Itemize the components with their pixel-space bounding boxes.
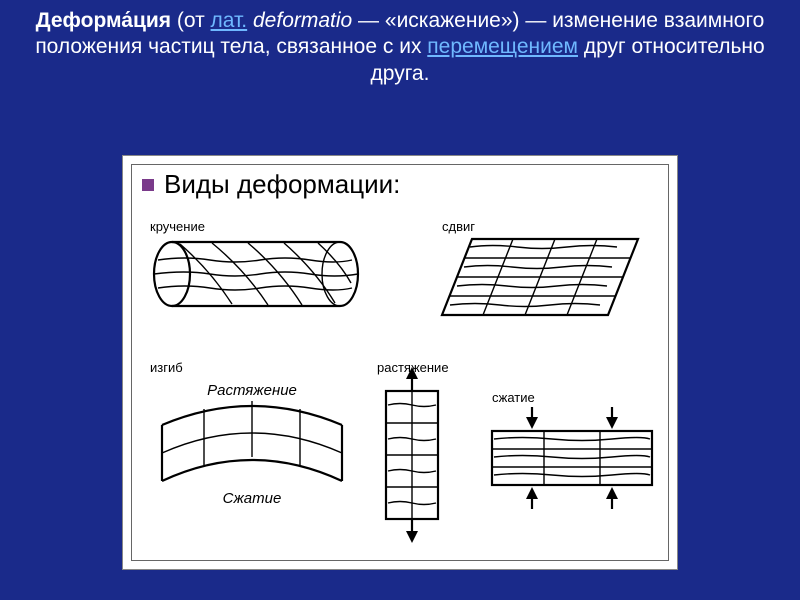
figure-torsion	[150, 235, 360, 313]
label-compression: сжатие	[492, 390, 535, 405]
bullet-icon	[142, 179, 154, 191]
figure-tension	[372, 365, 452, 545]
definition-paragraph: Деформа́ция (от лат. deformatio — «искаж…	[0, 0, 800, 87]
figure-compression	[482, 405, 662, 515]
figure-bending: Растяжение Сжатие	[142, 375, 362, 515]
label-bending: изгиб	[150, 360, 183, 375]
label-shear: сдвиг	[442, 219, 475, 234]
label-torsion: кручение	[150, 219, 205, 234]
diagram-heading-bar: Виды деформации:	[142, 169, 400, 200]
slide: Деформа́ция (от лат. deformatio — «искаж…	[0, 0, 800, 600]
figure-shear	[442, 233, 642, 323]
term: Деформа́ция	[36, 9, 171, 32]
bending-tension-text: Растяжение	[207, 382, 297, 399]
diagram-inner: Виды деформации: кручение	[131, 164, 669, 561]
diagram-heading: Виды деформации:	[164, 169, 400, 200]
link-latin[interactable]: лат.	[211, 9, 248, 32]
bending-compression-text: Сжатие	[223, 490, 282, 507]
def-italic: deformatio	[253, 9, 352, 32]
def-pre-link1: (от	[171, 9, 211, 32]
link-movement[interactable]: перемещением	[427, 35, 578, 58]
diagram-outer: Виды деформации: кручение	[122, 155, 678, 570]
